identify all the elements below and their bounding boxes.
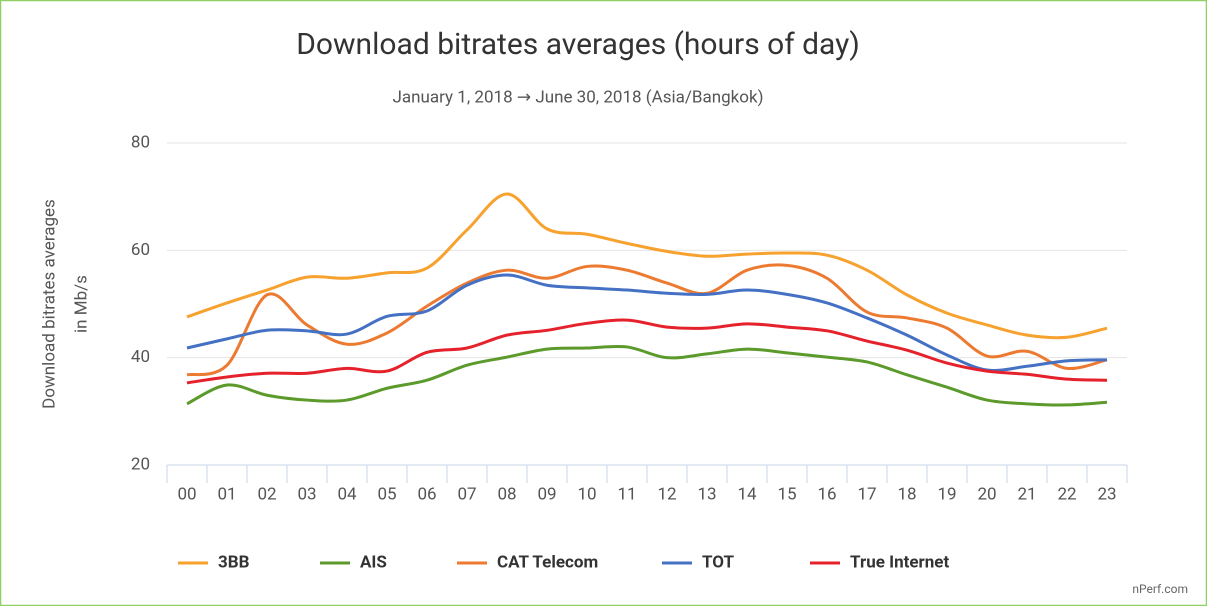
credit: nPerf.com [1132,582,1188,596]
x-tick-label: 19 [937,484,956,504]
x-tick-label: 22 [1057,484,1076,504]
x-tick-label: 05 [377,484,396,504]
y-tick-label: 80 [131,132,150,152]
x-tick-label: 20 [977,484,996,504]
x-tick-label: 11 [617,484,636,504]
series-line [186,273,1108,372]
x-tick-label: 03 [297,484,316,504]
series-line [186,263,1108,377]
x-tick-label: 10 [577,484,596,504]
legend-label: True Internet [850,552,949,572]
x-tick-label: 07 [457,484,476,504]
x-tick-label: 12 [657,484,676,504]
x-tick-label: 18 [897,484,916,504]
legend-label: AIS [360,552,387,572]
y-axis-label: Download bitrates averages [39,199,59,409]
x-tick-label: 13 [697,484,716,504]
series-line [186,318,1108,385]
x-tick-label: 02 [257,484,276,504]
chart-subtitle: January 1, 2018 → June 30, 2018 (Asia/Ba… [393,87,764,107]
x-tick-label: 15 [777,484,796,504]
x-tick-label: 23 [1097,484,1116,504]
x-tick-label: 17 [857,484,876,504]
legend-label: TOT [702,552,734,572]
y-tick-label: 40 [131,347,150,367]
series-line [186,192,1108,340]
series-line [186,344,1108,407]
x-tick-label: 04 [337,484,357,504]
y-tick-label: 60 [131,240,150,260]
chart-title: Download bitrates averages (hours of day… [296,27,860,62]
x-tick-label: 01 [217,484,236,504]
x-tick-label: 14 [737,484,757,504]
x-tick-label: 06 [417,484,436,504]
y-axis-label: in Mb/s [71,275,91,333]
legend-label: CAT Telecom [497,552,598,572]
x-tick-label: 09 [537,484,556,504]
x-tick-label: 08 [497,484,516,504]
legend-label: 3BB [218,552,250,572]
y-tick-label: 20 [131,454,150,474]
x-tick-label: 00 [177,484,196,504]
x-tick-label: 21 [1017,484,1036,504]
x-tick-label: 16 [817,484,836,504]
